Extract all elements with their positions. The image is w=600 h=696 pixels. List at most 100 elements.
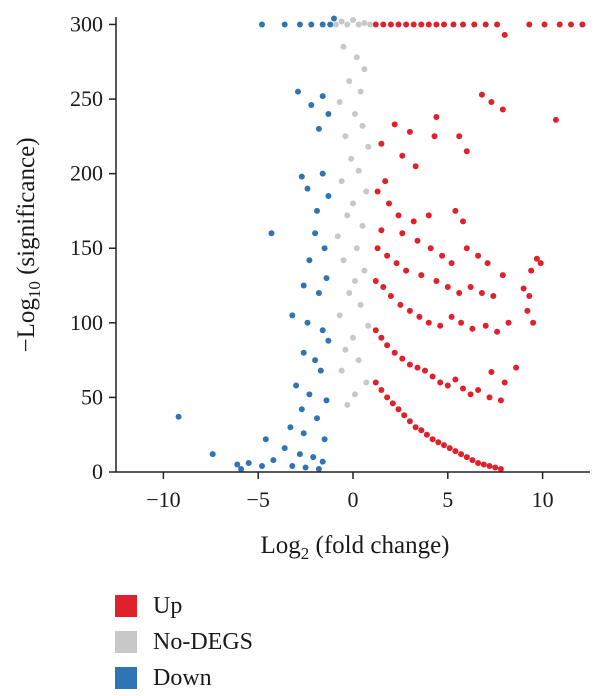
no-degs-points <box>332 17 374 408</box>
up-point <box>463 454 470 461</box>
up-point <box>372 278 379 284</box>
x-axis-label: Log2 (fold change) <box>261 532 450 563</box>
up-point <box>433 21 440 28</box>
up-point <box>372 21 379 28</box>
up-point <box>528 267 535 274</box>
up-point <box>387 21 394 28</box>
y-tick-label: 300 <box>70 11 103 36</box>
up-point <box>497 466 504 472</box>
up-point <box>397 301 404 308</box>
up-point <box>484 260 491 267</box>
no-degs-point <box>355 167 362 174</box>
up-point <box>541 21 548 28</box>
up-point <box>384 342 391 349</box>
down-point <box>319 21 326 28</box>
up-point <box>384 252 391 259</box>
down-point <box>281 445 288 452</box>
down-point <box>270 457 277 464</box>
up-point <box>414 237 421 244</box>
up-points <box>372 21 586 472</box>
up-point <box>526 21 533 28</box>
legend-swatch-up <box>115 595 137 617</box>
down-point <box>298 173 305 180</box>
up-point <box>458 451 465 458</box>
down-point <box>209 451 216 458</box>
down-point <box>298 406 305 413</box>
no-degs-point <box>359 122 366 129</box>
no-degs-point <box>344 212 351 219</box>
no-degs-point <box>342 133 349 140</box>
down-point <box>296 21 303 28</box>
no-degs-point <box>363 188 370 195</box>
up-point <box>378 140 385 147</box>
up-point <box>458 319 465 326</box>
no-degs-point <box>367 21 374 28</box>
no-degs-point <box>338 178 345 185</box>
up-point <box>460 21 466 28</box>
up-point <box>433 278 440 284</box>
up-point <box>460 218 466 225</box>
x-tick-label: 10 <box>532 487 554 512</box>
up-point <box>463 245 470 252</box>
down-point <box>295 88 301 95</box>
legend-label-up: Up <box>153 592 183 619</box>
down-point <box>293 382 300 389</box>
down-point <box>302 464 309 471</box>
down-point <box>321 245 328 252</box>
up-point <box>418 272 425 279</box>
up-point <box>399 355 406 362</box>
down-point <box>287 424 294 431</box>
up-point <box>395 21 402 28</box>
up-point <box>490 293 497 299</box>
y-tick-label: 250 <box>70 86 103 111</box>
up-point <box>437 322 444 329</box>
up-point <box>410 218 417 225</box>
up-point <box>482 21 489 28</box>
legend-item-no-degs: No-DEGS <box>115 624 253 660</box>
no-degs-point <box>351 391 358 398</box>
up-point <box>414 364 421 371</box>
up-point <box>389 400 396 407</box>
down-point <box>323 275 330 282</box>
up-point <box>372 327 379 334</box>
x-tick-label: 0 <box>348 487 359 512</box>
no-degs-point <box>359 222 366 229</box>
up-point <box>524 307 531 314</box>
down-point <box>325 111 332 117</box>
down-point <box>259 463 265 469</box>
up-point <box>444 284 451 290</box>
up-point <box>391 349 398 356</box>
no-degs-point <box>338 18 345 25</box>
no-degs-point <box>361 20 368 26</box>
down-point <box>314 415 320 422</box>
up-point <box>450 21 457 28</box>
no-degs-point <box>346 78 353 85</box>
y-tick-label: 200 <box>70 161 103 186</box>
up-point <box>501 379 508 386</box>
up-point <box>378 387 385 393</box>
no-degs-point <box>340 43 347 50</box>
no-degs-point <box>338 367 345 374</box>
up-point <box>460 385 466 392</box>
legend-swatch-no-degs <box>115 631 137 653</box>
legend-label-no-degs: No-DEGS <box>153 628 253 655</box>
down-points <box>175 15 337 472</box>
y-tick-label: 0 <box>92 459 103 484</box>
no-degs-point <box>340 257 347 264</box>
up-point <box>478 91 485 98</box>
up-point <box>418 427 425 434</box>
down-point <box>306 391 313 398</box>
down-point <box>325 337 332 344</box>
up-point <box>429 373 436 380</box>
up-point <box>520 285 527 292</box>
up-point <box>475 460 482 466</box>
down-point <box>319 93 326 100</box>
up-point <box>533 255 540 262</box>
up-point <box>494 328 501 335</box>
up-point <box>441 21 447 28</box>
no-degs-point <box>353 54 360 61</box>
up-point <box>488 99 495 105</box>
up-point <box>448 260 455 267</box>
down-point <box>234 461 241 468</box>
down-point <box>300 349 307 356</box>
